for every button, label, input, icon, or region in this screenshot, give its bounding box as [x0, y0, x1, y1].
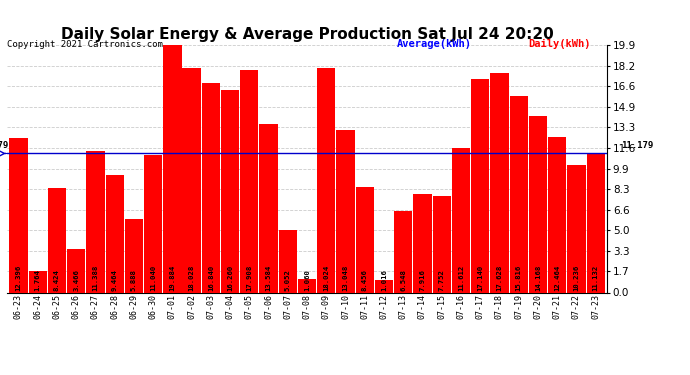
Bar [48, 188, 66, 292]
Text: 1.764: 1.764 [34, 269, 41, 291]
Text: 18.028: 18.028 [188, 264, 195, 291]
Bar [355, 188, 374, 292]
Text: 17.908: 17.908 [246, 264, 253, 291]
Bar [529, 116, 547, 292]
Text: 15.816: 15.816 [515, 264, 522, 291]
Bar [317, 68, 335, 292]
Bar [375, 280, 393, 292]
Text: 11.040: 11.040 [150, 264, 156, 291]
Bar [221, 90, 239, 292]
Text: 9.464: 9.464 [112, 269, 118, 291]
Text: 1.016: 1.016 [381, 269, 387, 291]
Bar [452, 148, 470, 292]
Text: 16.840: 16.840 [208, 264, 214, 291]
Bar [9, 138, 28, 292]
Bar [125, 219, 143, 292]
Text: 3.466: 3.466 [73, 269, 79, 291]
Title: Daily Solar Energy & Average Production Sat Jul 24 20:20: Daily Solar Energy & Average Production … [61, 27, 553, 42]
Bar [413, 194, 432, 292]
Bar [509, 96, 528, 292]
Bar [182, 68, 201, 292]
Text: 1.060: 1.060 [304, 269, 310, 291]
Text: Copyright 2021 Cartronics.com: Copyright 2021 Cartronics.com [7, 40, 163, 49]
Bar [240, 70, 259, 292]
Text: 17.628: 17.628 [496, 264, 502, 291]
Bar [548, 138, 566, 292]
Text: 12.464: 12.464 [554, 264, 560, 291]
Text: 10.236: 10.236 [573, 264, 580, 291]
Text: 13.584: 13.584 [266, 264, 272, 291]
Bar [279, 230, 297, 292]
Bar [164, 45, 181, 292]
Bar [86, 151, 105, 292]
Text: 17.140: 17.140 [477, 264, 483, 291]
Text: 11.132: 11.132 [593, 264, 599, 291]
Text: 8.456: 8.456 [362, 269, 368, 291]
Text: 18.024: 18.024 [324, 264, 329, 291]
Bar [337, 130, 355, 292]
Text: 11.612: 11.612 [458, 264, 464, 291]
Text: Daily(kWh): Daily(kWh) [528, 39, 591, 49]
Text: 14.168: 14.168 [535, 264, 541, 291]
Text: 8.424: 8.424 [54, 269, 60, 291]
Text: 11.388: 11.388 [92, 264, 99, 291]
Bar [201, 83, 220, 292]
Text: 11.179: 11.179 [0, 141, 9, 150]
Bar [586, 154, 605, 292]
Bar [259, 123, 277, 292]
Bar [67, 249, 86, 292]
Bar [298, 279, 316, 292]
Text: 5.888: 5.888 [131, 269, 137, 291]
Bar [567, 165, 586, 292]
Text: Average(kWh): Average(kWh) [397, 39, 472, 49]
Bar [106, 175, 124, 292]
Bar [394, 211, 413, 292]
Text: 19.884: 19.884 [169, 264, 175, 291]
Text: 5.052: 5.052 [285, 269, 290, 291]
Text: 6.548: 6.548 [400, 269, 406, 291]
Text: 7.916: 7.916 [420, 269, 426, 291]
Text: 7.752: 7.752 [439, 269, 445, 291]
Text: 13.048: 13.048 [342, 264, 348, 291]
Text: 16.260: 16.260 [227, 264, 233, 291]
Bar [433, 196, 451, 292]
Bar [144, 155, 162, 292]
Text: 12.396: 12.396 [15, 264, 21, 291]
Bar [491, 73, 509, 292]
Text: 11.179: 11.179 [621, 141, 653, 150]
Bar [471, 80, 489, 292]
Bar [28, 270, 47, 292]
